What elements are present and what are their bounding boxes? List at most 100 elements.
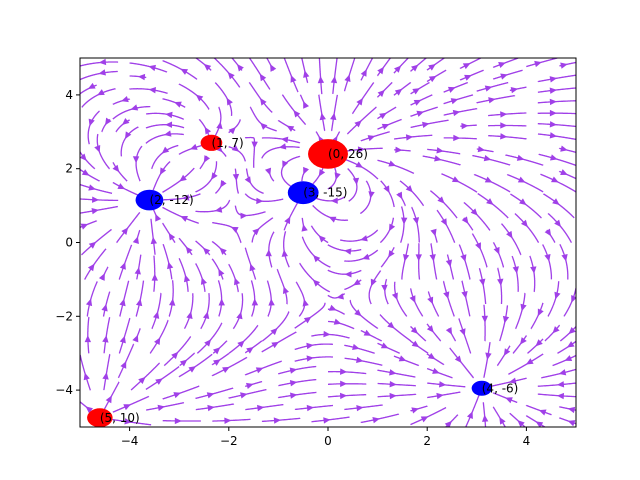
streamline-arrow <box>302 298 309 307</box>
streamline <box>145 112 185 120</box>
streamline <box>135 280 145 317</box>
streamline-arrow <box>500 73 508 80</box>
streamline-arrow <box>227 71 235 80</box>
streamline-arrow <box>430 228 437 237</box>
streamline-arrow <box>174 101 182 108</box>
streamline <box>538 153 576 167</box>
streamline <box>84 248 107 280</box>
streamline-arrow <box>92 196 100 203</box>
streamline-arrow <box>83 372 90 381</box>
streamline-arrow <box>259 73 267 82</box>
streamline <box>162 60 198 80</box>
streamline <box>418 242 421 280</box>
streamline-arrow <box>560 169 568 176</box>
x-tick-label: 4 <box>523 434 531 448</box>
streamline <box>118 244 133 280</box>
charge-labels: (0, 26) (3, -15) (1, 7) (2, -12) (4, -6) (5, … <box>100 136 519 425</box>
streamline-arrow <box>439 381 447 388</box>
streamline-arrow <box>367 135 376 142</box>
streamline <box>103 353 111 391</box>
streamline-arrow <box>148 64 157 72</box>
streamline-arrow <box>356 97 363 106</box>
streamline-arrow <box>255 367 264 374</box>
streamline-arrow <box>427 296 434 305</box>
streamline <box>377 159 415 174</box>
streamline <box>410 81 430 95</box>
streamline <box>537 87 576 93</box>
streamline-arrow <box>101 303 108 312</box>
streamline <box>80 198 119 202</box>
streamline <box>537 123 576 128</box>
streamline-arrow <box>499 416 506 425</box>
streamline-arrow <box>249 263 256 272</box>
streamline-arrow <box>412 88 420 95</box>
streamline <box>80 151 96 170</box>
streamline-arrow <box>259 98 267 106</box>
streamline-arrow <box>167 261 174 270</box>
streamline <box>214 82 233 117</box>
streamline <box>349 299 379 329</box>
streamline-arrow <box>222 366 230 373</box>
streamline-arrow <box>280 136 289 143</box>
streamline-arrow <box>571 295 576 303</box>
streamline <box>135 145 143 182</box>
streamline <box>310 333 350 339</box>
streamline-arrow <box>380 342 389 349</box>
x-tick-label: −2 <box>220 434 238 448</box>
streamline <box>118 317 131 354</box>
streamline <box>112 161 128 182</box>
streamline <box>401 243 409 280</box>
streamline-arrow <box>123 404 131 411</box>
streamline-arrow <box>352 177 360 186</box>
streamline <box>537 133 576 141</box>
positive-charge <box>200 134 223 151</box>
streamline <box>426 382 466 388</box>
streamline-arrow <box>500 133 508 140</box>
streamline <box>471 233 488 268</box>
streamline-arrow <box>87 82 96 89</box>
streamline-arrow <box>410 326 419 334</box>
streamline-arrow <box>212 347 221 355</box>
streamline-arrow <box>236 64 244 72</box>
streamline <box>377 106 397 120</box>
streamline-arrow <box>394 88 403 96</box>
streamline <box>529 255 536 293</box>
streamline <box>248 58 271 90</box>
streamline <box>162 98 186 108</box>
streamline-arrow <box>234 277 241 286</box>
streamline-arrow <box>88 118 95 127</box>
streamline <box>211 221 242 244</box>
streamline <box>351 82 375 115</box>
streamline <box>294 356 334 362</box>
streamline <box>119 280 130 317</box>
streamline <box>377 369 416 378</box>
y-axis: −4 −2 0 2 4 <box>55 88 80 397</box>
streamline <box>162 167 195 193</box>
streamline-arrow <box>328 304 337 311</box>
streamline-arrow <box>485 352 492 361</box>
streamline-arrow <box>278 143 287 150</box>
streamline <box>471 154 511 166</box>
streamline-arrow <box>506 230 513 239</box>
streamline-arrow <box>512 266 519 274</box>
streamline <box>426 58 445 71</box>
streamline <box>443 137 478 140</box>
streamline-arrow <box>284 216 291 225</box>
streamline-arrow <box>313 254 321 263</box>
streamline-arrow <box>306 342 314 350</box>
streamline-arrow <box>218 298 225 306</box>
x-tick-label: 2 <box>423 434 431 448</box>
streamline-arrow <box>413 99 422 106</box>
streamline <box>80 168 100 182</box>
streamline-arrow <box>517 420 525 427</box>
streamline-arrow <box>203 63 212 71</box>
streamline-arrow <box>220 180 227 188</box>
streamline-arrow <box>132 156 140 164</box>
streamline <box>429 190 458 219</box>
streamline <box>344 357 383 366</box>
streamline <box>183 292 194 330</box>
streamline-arrow <box>409 295 416 303</box>
streamline <box>151 144 179 170</box>
streamline <box>234 205 266 217</box>
streamline-arrow <box>323 417 331 424</box>
